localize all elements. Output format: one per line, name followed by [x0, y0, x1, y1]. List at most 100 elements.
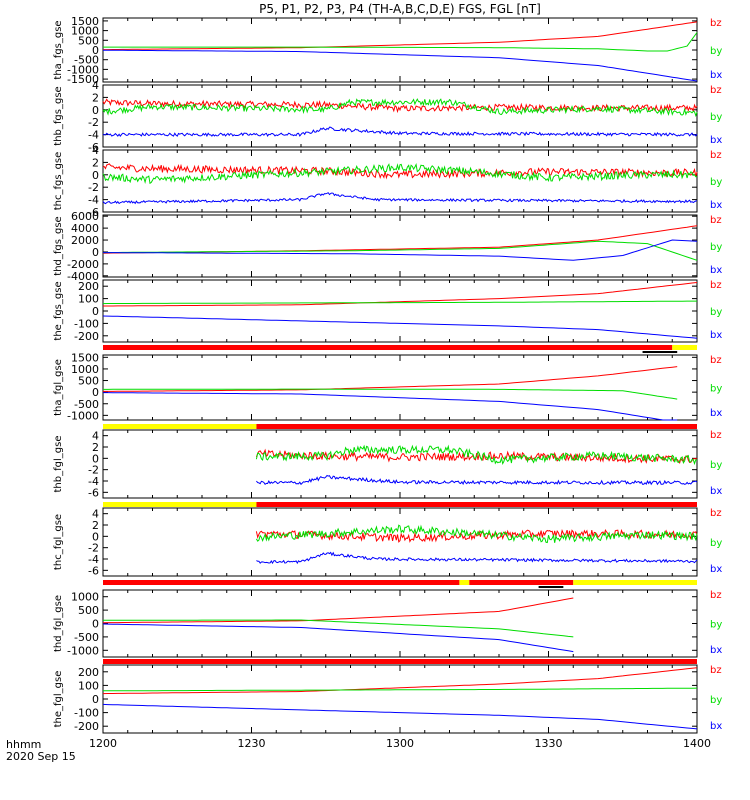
y-tick-label: -4	[88, 129, 99, 142]
series-line-bx	[103, 392, 678, 421]
panel-y-label: thd_fgs_gse	[53, 216, 64, 275]
y-tick-label: 0	[92, 452, 99, 465]
legend-bz: bz	[710, 280, 722, 291]
y-tick-label: 100	[78, 293, 99, 306]
legend-by: by	[710, 620, 722, 631]
series-line-by	[102, 163, 698, 185]
y-tick-label: -500	[74, 631, 99, 644]
series-line-bz	[103, 21, 698, 51]
y-tick-label: -2000	[67, 258, 99, 271]
y-tick-label: -4	[88, 194, 99, 207]
y-tick-label: 100	[78, 679, 99, 692]
y-tick-label: 500	[78, 604, 99, 617]
status-bar-marker	[538, 586, 564, 588]
panel-thc_fgl_gse: 420-2-4-6 thc_fgl_gse bz by bx	[53, 507, 722, 577]
series-line-by	[102, 240, 698, 261]
series-line-bx	[103, 49, 698, 82]
panel-frame	[102, 589, 698, 658]
x-axis-label: hhmm	[6, 738, 41, 751]
legend-bz: bz	[710, 150, 722, 161]
x-axis-ticks: 1200 1230 1300 1330 1400	[89, 737, 711, 750]
y-tick-label: 4	[92, 144, 99, 157]
y-tick-label: -200	[74, 330, 99, 343]
y-tick-label: -1500	[67, 73, 99, 86]
panel-y-label: the_fgs_gse	[53, 281, 64, 340]
panel-y-label: the_fgl_gse	[53, 671, 64, 728]
panel-frame	[102, 17, 698, 83]
x-tick-label: 1200	[89, 737, 117, 750]
y-tick-label: 0	[92, 44, 99, 57]
y-tick-label: -6	[88, 141, 99, 154]
y-tick-label: 1000	[71, 363, 99, 376]
legend-bx: bx	[710, 70, 722, 81]
legend-bx: bx	[710, 265, 722, 276]
y-tick-label: -1000	[67, 63, 99, 76]
legend-bx: bx	[710, 135, 722, 146]
date-label: 2020 Sep 15	[6, 750, 76, 763]
legend-bz: bz	[710, 85, 722, 96]
x-tick-label: 1300	[386, 737, 414, 750]
series-line-bz	[102, 667, 698, 695]
legend-by: by	[710, 177, 722, 188]
series-line-bz	[255, 448, 698, 465]
panel-y-label: thd_fgl_gse	[53, 595, 64, 652]
series-line-by	[103, 619, 574, 638]
panel-y-label: thc_fgs_gse	[53, 152, 64, 211]
legend-bz: bz	[710, 18, 722, 29]
x-tick-label: 1400	[683, 737, 711, 750]
y-tick-label: 0	[92, 693, 99, 706]
status-bar-segment	[672, 345, 697, 350]
y-tick-label: -1000	[67, 409, 99, 422]
legend-bz: bz	[710, 508, 722, 519]
panel-frame	[102, 664, 698, 734]
x-tick-label: 1230	[238, 737, 266, 750]
y-tick-label: 0	[92, 618, 99, 631]
panel-y-label: thb_fgs_gse	[53, 86, 64, 145]
y-tick-label: -6	[88, 564, 99, 577]
y-tick-label: -2	[88, 116, 99, 129]
status-bar-segment	[103, 502, 257, 507]
status-bar-segment	[459, 580, 470, 585]
series-line-bx	[102, 623, 574, 653]
series-line-bx	[102, 192, 698, 205]
legend-bz: bz	[710, 590, 722, 601]
status-bar-marker	[642, 351, 678, 353]
y-tick-label: -2	[88, 464, 99, 477]
series-line-by	[103, 388, 678, 400]
series-line-bz	[102, 98, 698, 114]
legend-by: by	[710, 242, 722, 253]
panel-y-label: tha_fgs_gse	[53, 20, 64, 79]
panel-thb_fgl_gse: 420-2-4-6 thb_fgl_gse bz by bx	[53, 429, 722, 499]
legend-bx: bx	[710, 645, 722, 656]
legend-by: by	[710, 695, 722, 706]
y-tick-label: 4	[92, 79, 99, 92]
panel-frame	[102, 429, 698, 499]
y-tick-label: -6	[88, 206, 99, 219]
legend-bx: bx	[710, 721, 722, 732]
series-line-bx	[256, 551, 698, 565]
series-line-bx	[256, 474, 698, 486]
panel-frame	[102, 214, 698, 278]
chart-title: P5, P1, P2, P3, P4 (TH-A,B,C,D,E) FGS, F…	[259, 2, 541, 16]
legend-by: by	[710, 307, 722, 318]
status-bar-segment	[256, 502, 697, 507]
y-tick-label: 2	[92, 91, 99, 104]
y-tick-label: 4	[92, 508, 99, 521]
series-line-bz	[103, 366, 678, 392]
status-bar-segment	[103, 345, 673, 350]
legend-bz: bz	[710, 215, 722, 226]
y-tick-label: -2	[88, 542, 99, 555]
panel-y-label: thb_fgl_gse	[53, 436, 64, 493]
panel-frame	[102, 84, 698, 148]
y-tick-label: 4000	[71, 222, 99, 235]
status-bar-segment	[103, 580, 460, 585]
legend-bz: bz	[710, 430, 722, 441]
y-tick-label: -500	[74, 54, 99, 67]
